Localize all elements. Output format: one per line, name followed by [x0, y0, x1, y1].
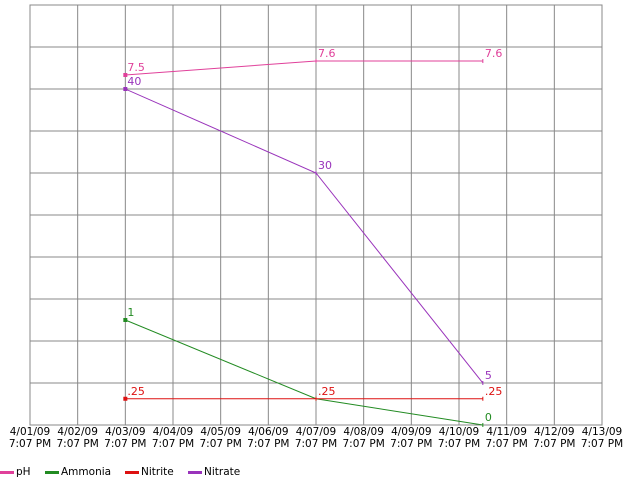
- x-tick-label: 4/08/09 7:07 PM: [342, 426, 385, 450]
- x-tick-label: 4/11/09 7:07 PM: [485, 426, 528, 450]
- legend-swatch: [45, 470, 59, 474]
- x-tick-label: 4/13/09 7:07 PM: [580, 426, 624, 450]
- x-tick-label: 4/07/09 7:07 PM: [294, 426, 338, 450]
- data-label: 1: [127, 306, 134, 319]
- data-label: 7.5: [127, 61, 145, 74]
- x-tick-label: 4/09/09 7:07 PM: [390, 426, 433, 450]
- data-label: .25: [127, 385, 145, 398]
- x-tick-label: 4/06/09 7:07 PM: [247, 426, 290, 450]
- legend-label: pH: [16, 466, 31, 478]
- point-marker: [123, 318, 128, 322]
- legend-label: Nitrate: [204, 466, 241, 478]
- x-tick-label: 4/12/09 7:07 PM: [533, 426, 576, 450]
- legend-entry: Ammonia: [45, 466, 111, 478]
- legend-swatch: [0, 470, 14, 474]
- x-tick-label: 4/05/09 7:07 PM: [199, 426, 242, 450]
- x-tick-label: 4/10/09 7:07 PM: [437, 426, 481, 450]
- data-label: .25: [318, 385, 336, 398]
- legend-entry: Nitrite: [125, 466, 174, 478]
- x-tick-label: 4/03/09 7:07 PM: [104, 426, 147, 450]
- data-label: 7.6: [485, 47, 503, 60]
- point-marker: [123, 73, 128, 77]
- legend-label: Nitrite: [141, 466, 174, 478]
- x-tick-label: 4/02/09 7:07 PM: [56, 426, 99, 450]
- x-tick-label: 4/01/09 7:07 PM: [8, 426, 52, 450]
- data-label: .25: [485, 385, 503, 398]
- legend-entry: pH: [0, 466, 31, 478]
- legend-entry: Nitrate: [188, 466, 240, 478]
- data-label: 40: [127, 75, 141, 88]
- data-label: 7.6: [318, 47, 336, 60]
- legend-label: Ammonia: [61, 466, 112, 478]
- point-marker: [123, 396, 128, 401]
- legend-swatch: [125, 470, 139, 474]
- data-label: 5: [485, 369, 492, 382]
- legend-swatch: [188, 470, 202, 474]
- x-tick-label: 4/04/09 7:07 PM: [151, 426, 195, 450]
- data-label: 30: [318, 159, 332, 172]
- point-marker: [123, 87, 128, 91]
- data-label: 0: [485, 411, 492, 424]
